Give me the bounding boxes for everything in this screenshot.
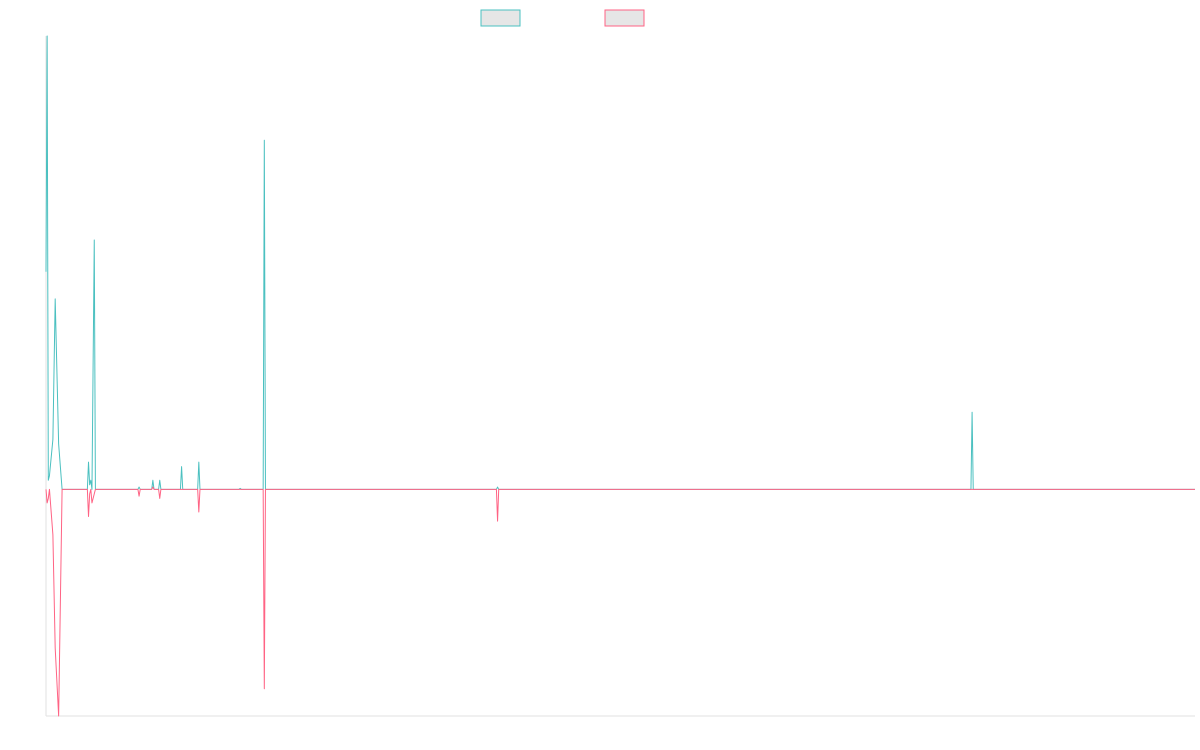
- chart-legend[interactable]: [480, 9, 645, 27]
- legend-item-2[interactable]: [604, 9, 645, 27]
- legend-item-1[interactable]: [480, 9, 521, 27]
- series-line-1: [45, 35, 1195, 490]
- series-line-2: [45, 486, 1195, 717]
- legend-swatch-1[interactable]: [480, 9, 521, 27]
- chart-axes: [45, 36, 1195, 717]
- chart-series-layer: [45, 35, 1195, 717]
- legend-swatch-2[interactable]: [604, 9, 645, 27]
